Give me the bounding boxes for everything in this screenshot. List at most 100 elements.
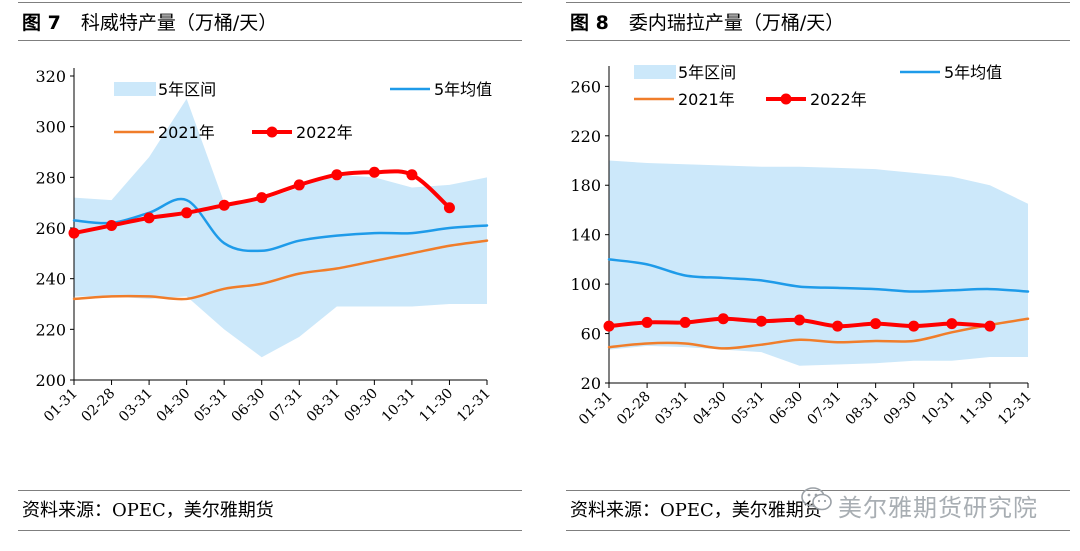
right-chart: 206010014018022026001-3102-2803-3104-300… xyxy=(570,63,1035,429)
legend-marker-2022 xyxy=(780,93,792,105)
legend-label-2021: 2021年 xyxy=(158,123,215,142)
x-tick-label: 08-31 xyxy=(304,386,344,426)
title-rule xyxy=(566,40,1070,41)
data-point xyxy=(143,212,155,224)
y-tick-label: 280 xyxy=(35,168,66,187)
data-point xyxy=(256,192,268,204)
figure-label: 图 8 xyxy=(570,12,609,34)
right-chart-title: 图 8 委内瑞拉产量（万桶/天） xyxy=(570,8,844,35)
source-note: 资料来源：OPEC，美尔雅期货 xyxy=(570,500,822,521)
figure-label: 图 7 xyxy=(22,12,61,34)
x-tick-label: 08-31 xyxy=(843,389,883,429)
x-tick-label: 06-30 xyxy=(766,389,806,429)
y-tick-label: 300 xyxy=(35,118,66,137)
x-tick-label: 09-30 xyxy=(341,386,381,426)
y-tick-label: 140 xyxy=(570,226,601,245)
watermark-text: 美尔雅期货研究院 xyxy=(838,494,1038,522)
data-point xyxy=(293,179,305,191)
wechat-icon xyxy=(801,487,832,511)
series-line-2021年 xyxy=(72,239,489,301)
x-tick-label: 04-30 xyxy=(154,386,194,426)
legend-swatch-range xyxy=(634,65,676,79)
data-point xyxy=(793,314,805,326)
source-note: 资料来源：OPEC，美尔雅期货 xyxy=(22,500,274,521)
figure-title: 委内瑞拉产量（万桶/天） xyxy=(628,12,845,34)
legend-label-2022: 2022年 xyxy=(810,90,867,109)
data-point xyxy=(870,318,882,330)
x-tick-label: 05-31 xyxy=(191,386,231,426)
x-tick-label: 02-28 xyxy=(79,386,119,426)
left-chart-panel: 图 7 科威特产量（万桶/天） 200 220 240 260 280 300 320 01-3… xyxy=(0,0,532,551)
data-point xyxy=(68,227,80,239)
data-point xyxy=(679,316,691,328)
x-tick-label: 12-31 xyxy=(995,389,1035,429)
y-tick-label: 220 xyxy=(35,320,66,339)
x-tick-label: 04-30 xyxy=(690,389,730,429)
y-tick-label: 100 xyxy=(570,275,601,294)
legend-label-2022: 2022年 xyxy=(296,123,353,142)
five-year-range-band xyxy=(74,98,487,358)
bottom-rule xyxy=(566,530,1070,531)
x-tick-label: 01-31 xyxy=(41,386,81,426)
data-point xyxy=(106,219,118,231)
legend-label-average: 5年均值 xyxy=(434,80,492,99)
legend-label-2021: 2021年 xyxy=(678,90,735,109)
y-tick-label: 240 xyxy=(35,270,66,289)
x-tick-label: 12-31 xyxy=(454,386,494,426)
legend-marker-2022 xyxy=(266,126,278,138)
series-line-2021年 xyxy=(607,317,1030,350)
x-tick-label: 10-31 xyxy=(379,386,419,426)
data-point xyxy=(406,169,418,181)
x-tick-label: 03-31 xyxy=(116,386,156,426)
data-point xyxy=(717,313,729,325)
figure-title: 科威特产量（万桶/天） xyxy=(80,12,278,34)
y-tick-label: 320 xyxy=(35,67,66,86)
x-tick-label: 05-31 xyxy=(728,389,768,429)
legend-label-average: 5年均值 xyxy=(944,63,1002,82)
top-rule xyxy=(18,2,522,3)
five-year-range-band xyxy=(609,160,1028,366)
legend-label-range: 5年区间 xyxy=(158,80,216,99)
title-rule xyxy=(18,40,522,41)
x-tick-label: 02-28 xyxy=(614,389,654,429)
data-point xyxy=(181,207,193,219)
y-tick-label: 20 xyxy=(581,374,601,393)
y-tick-label: 260 xyxy=(570,77,601,96)
x-tick-label: 10-31 xyxy=(919,389,959,429)
x-tick-label: 11-30 xyxy=(957,389,997,429)
legend-label-range: 5年区间 xyxy=(678,63,736,82)
data-point xyxy=(331,169,343,181)
data-point xyxy=(755,315,767,327)
y-tick-label: 200 xyxy=(35,371,66,390)
top-rule xyxy=(566,2,1070,3)
data-point xyxy=(641,316,653,328)
x-tick-label: 09-30 xyxy=(881,389,921,429)
source-rule xyxy=(566,490,1070,491)
y-tick-label: 180 xyxy=(570,176,601,195)
legend-swatch-range xyxy=(114,82,156,96)
data-point xyxy=(368,166,380,178)
data-point xyxy=(832,320,844,332)
wechat-watermark: 美尔雅期货研究院 xyxy=(800,484,1060,524)
data-point xyxy=(218,199,230,211)
data-point xyxy=(946,318,958,330)
right-chart-panel: 图 8 委内瑞拉产量（万桶/天） 20 60 100 140 180 220 260 01-31… xyxy=(548,0,1080,551)
x-tick-label: 06-30 xyxy=(229,386,269,426)
data-point xyxy=(908,320,920,332)
left-chart-title: 图 7 科威特产量（万桶/天） xyxy=(22,8,277,35)
x-tick-label: 03-31 xyxy=(652,389,692,429)
data-point xyxy=(443,202,455,214)
y-tick-label: 260 xyxy=(35,219,66,238)
x-tick-label: 11-30 xyxy=(416,386,456,426)
data-point xyxy=(603,320,615,332)
x-tick-label: 07-31 xyxy=(805,389,845,429)
y-tick-label: 220 xyxy=(570,127,601,146)
x-tick-label: 07-31 xyxy=(266,386,306,426)
series-line-5年均值 xyxy=(607,258,1030,293)
source-rule xyxy=(18,490,522,491)
left-chart: 200 220 240 260 280 300 320 01-3102-2803-3104-3… xyxy=(35,67,494,426)
x-tick-label: 01-31 xyxy=(576,389,616,429)
bottom-rule xyxy=(18,530,522,531)
y-tick-label: 60 xyxy=(581,325,601,344)
data-point xyxy=(984,320,996,332)
